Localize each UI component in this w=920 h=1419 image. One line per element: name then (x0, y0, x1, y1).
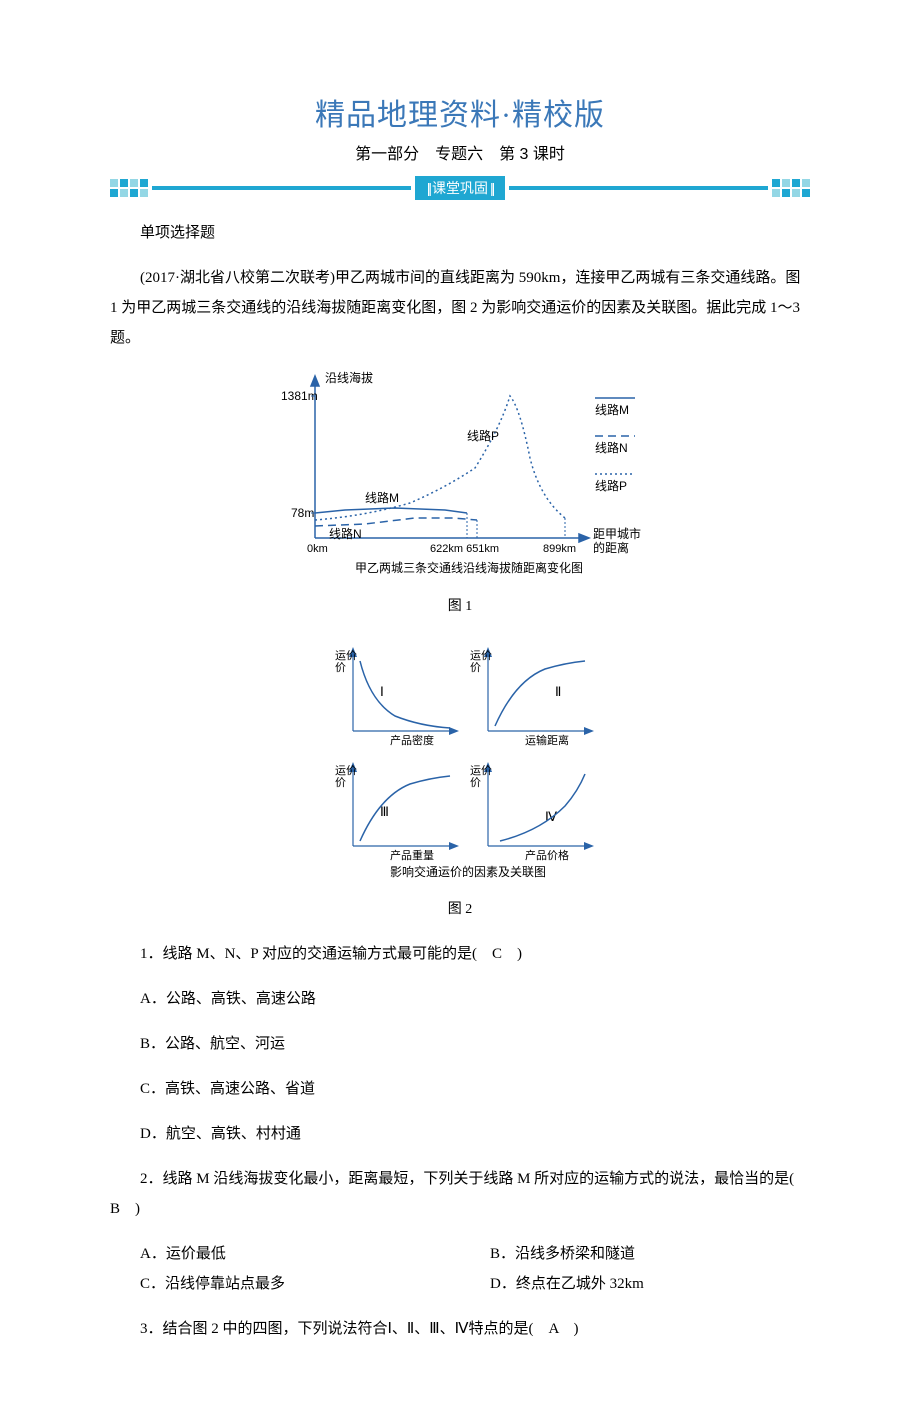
fig1-label-m: 线路M (365, 490, 399, 505)
banner-label: 课堂巩固 (415, 176, 506, 200)
svg-text:Ⅱ: Ⅱ (555, 684, 561, 699)
section-banner: 课堂巩固 (110, 176, 810, 200)
q2-d: D．终点在乙城外 32km (460, 1269, 810, 1299)
q1-a: A．公路、高铁、高速公路 (110, 984, 810, 1014)
svg-text:运价: 运价 (470, 649, 492, 662)
fig1-xlabel-2: 的距离 (593, 540, 629, 555)
passage: (2017·湖北省八校第二次联考)甲乙两城市间的直线距离为 590km，连接甲乙… (110, 263, 810, 353)
q1-b: B．公路、航空、河运 (110, 1029, 810, 1059)
fig1-label-p: 线路P (467, 428, 499, 443)
svg-text:价: 价 (335, 776, 346, 789)
main-title: 精品地理资料·精校版 (110, 90, 810, 134)
q1-c: C．高铁、高速公路、省道 (110, 1074, 810, 1104)
svg-text:运价: 运价 (335, 649, 357, 662)
fig2-caption: 图 2 (110, 896, 810, 924)
fig1-ytick-78: 78m (291, 506, 314, 520)
legend-m: 线路M (595, 402, 629, 417)
legend-p: 线路P (595, 478, 627, 493)
svg-text:价: 价 (470, 661, 481, 674)
fig1-xtick-622: 622km 651km (430, 543, 499, 555)
section-heading: 单项选择题 (110, 218, 810, 248)
legend-n: 线路N (595, 440, 628, 455)
fig2-subcaption: 影响交通运价的因素及关联图 (390, 864, 546, 879)
svg-text:价: 价 (470, 776, 481, 789)
banner-decor-right (772, 179, 810, 197)
svg-text:Ⅰ: Ⅰ (380, 684, 384, 699)
banner-decor-left (110, 179, 148, 197)
svg-text:产品密度: 产品密度 (390, 733, 434, 747)
q1-d: D．航空、高铁、村村通 (110, 1119, 810, 1149)
q2-a: A．运价最低 (110, 1239, 460, 1269)
fig1-xtick-899: 899km (543, 543, 576, 555)
svg-text:价: 价 (335, 661, 346, 674)
q2-stem: 2．线路 M 沿线海拔变化最小，距离最短，下列关于线路 M 所对应的运输方式的说… (110, 1164, 810, 1224)
svg-text:运输距离: 运输距离 (525, 733, 569, 747)
figure-2: 运价 价 Ⅰ 产品密度 运价 价 Ⅱ 运输距离 (110, 631, 810, 924)
fig1-label-n: 线路N (329, 526, 362, 541)
svg-text:运价: 运价 (470, 764, 492, 777)
svg-text:产品重量: 产品重量 (390, 848, 434, 862)
q2-c: C．沿线停靠站点最多 (110, 1269, 460, 1299)
q1-stem: 1．线路 M、N、P 对应的交通运输方式最可能的是( C ) (110, 939, 810, 969)
fig1-ylabel: 沿线海拔 (325, 370, 373, 385)
fig1-xlabel-1: 距甲城市 (593, 526, 641, 541)
q2-b: B．沿线多桥梁和隧道 (460, 1239, 810, 1269)
figure-1: 1381m 78m 沿线海拔 0km 622km 651km 899km 距甲城… (110, 368, 810, 621)
fig1-xtick-0: 0km (307, 543, 328, 555)
q3-stem: 3．结合图 2 中的四图，下列说法符合Ⅰ、Ⅱ、Ⅲ、Ⅳ特点的是( A ) (110, 1314, 810, 1344)
fig1-subcaption: 甲乙两城三条交通线沿线海拔随距离变化图 (355, 560, 583, 575)
fig1-caption: 图 1 (110, 593, 810, 621)
svg-text:运价: 运价 (335, 764, 357, 777)
subtitle: 第一部分 专题六 第 3 课时 (110, 140, 810, 164)
svg-text:产品价格: 产品价格 (525, 848, 569, 862)
